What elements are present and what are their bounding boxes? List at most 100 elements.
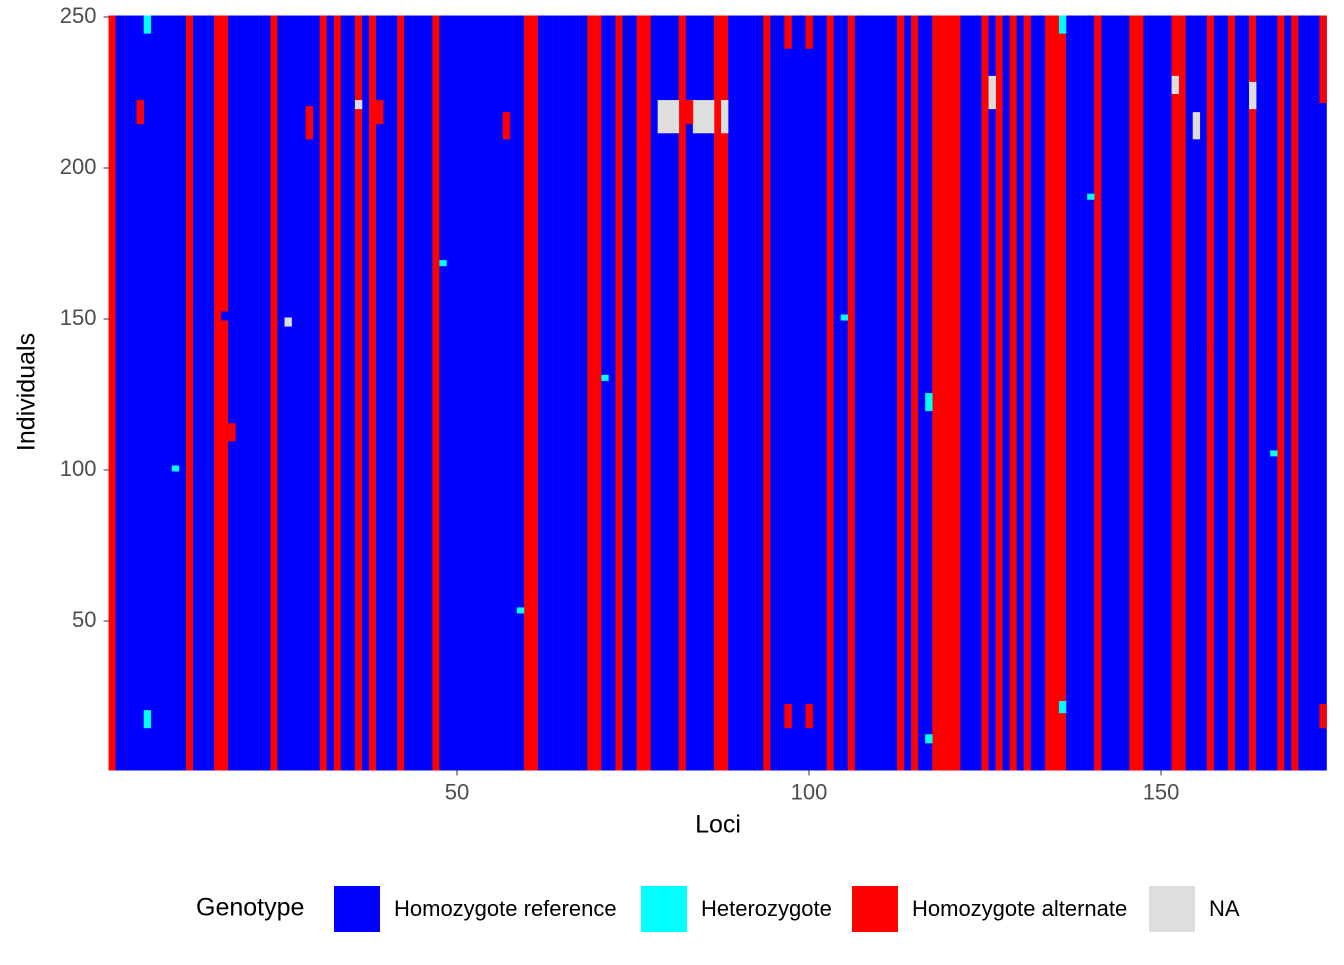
column [763,15,771,771]
column [1087,15,1095,771]
cell-run [143,15,152,34]
y-tick-label: 200 [60,154,97,179]
column [1319,15,1327,771]
column [312,15,321,771]
cell-run [671,100,680,134]
column [615,15,623,771]
column [1129,15,1137,771]
column [481,15,489,771]
column [270,15,278,771]
column [291,15,299,771]
column [1220,15,1229,771]
column [136,15,145,771]
column [636,15,644,771]
cell-run [1058,701,1067,714]
column [326,15,335,771]
column [671,15,680,771]
column [552,15,560,771]
y-tick-label: 50 [72,607,96,632]
cell-run [502,112,511,140]
column [502,15,511,771]
column [397,15,405,771]
column [298,15,306,771]
column [728,15,736,771]
column [868,15,877,771]
cell-run [228,423,236,442]
column [277,15,285,771]
cell-run [221,311,229,321]
cell-run [136,100,145,125]
cell-run [925,393,933,412]
cell-run [692,100,701,134]
cell-run [784,15,792,49]
column [1157,15,1165,771]
column [1263,15,1271,771]
column [1066,15,1074,771]
column [523,15,532,771]
y-tick-label: 150 [60,305,97,330]
cell-run [1087,193,1095,200]
cell-run [875,525,884,532]
cell-run [601,374,609,381]
column [995,15,1003,771]
column [1284,15,1292,771]
column [214,15,222,771]
column [1023,15,1032,771]
column [1291,15,1299,771]
column [1051,15,1060,771]
column [235,15,243,771]
column [319,15,328,771]
column [875,15,884,771]
column [439,15,447,771]
column [1213,15,1222,771]
column [559,15,567,771]
column [347,15,356,771]
cell-run [685,100,694,125]
column [664,15,673,771]
column [122,15,130,771]
column [721,15,729,771]
legend-swatch [641,886,687,932]
column [777,15,785,771]
column [1058,15,1067,771]
cell-run [721,100,729,134]
column [643,15,651,771]
column [650,15,658,771]
legend-label: Homozygote reference [394,896,617,921]
column [390,15,398,771]
column [361,15,370,771]
column [178,15,187,771]
column [509,15,518,771]
cell-run [1319,704,1327,729]
column [1192,15,1201,771]
column [305,15,313,771]
legend-label: Homozygote alternate [912,896,1127,921]
column [1002,15,1010,771]
x-axis-title: Loci [695,811,741,839]
column [678,15,687,771]
cell-run [699,100,708,134]
column [340,15,349,771]
column [200,15,208,771]
column [1178,15,1186,771]
column [1185,15,1194,771]
column [819,15,827,771]
column [622,15,630,771]
cell-run [284,317,292,327]
column [854,15,863,771]
column [657,15,665,771]
cell-run [171,465,180,472]
column [446,15,454,771]
column [185,15,194,771]
column [432,15,440,771]
column [847,15,856,771]
column [207,15,215,771]
column [953,15,961,771]
column [376,15,384,771]
cell-run [115,758,123,765]
column [115,15,123,771]
column [425,15,433,771]
cell-run [657,100,665,134]
column [1298,15,1306,771]
column [699,15,708,771]
